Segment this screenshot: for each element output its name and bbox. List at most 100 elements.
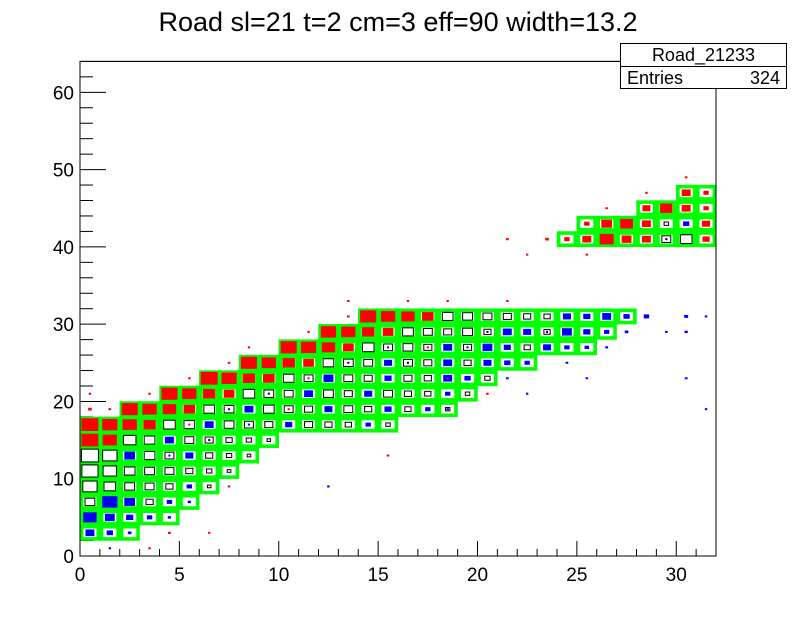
data-box [84, 497, 96, 507]
data-box [203, 404, 216, 414]
road-cell [417, 323, 438, 340]
data-box [361, 342, 375, 353]
data-box [422, 328, 433, 336]
y-axis-tick-label: 20 [53, 392, 74, 413]
data-point-box [128, 454, 131, 457]
road-cell [278, 370, 299, 387]
data-box [425, 407, 431, 412]
road-cell [318, 416, 339, 433]
road-cell [199, 401, 220, 418]
data-box [246, 453, 252, 458]
road-cell [695, 200, 717, 217]
road-cell [199, 463, 220, 479]
data-box [583, 329, 591, 335]
road-cell [437, 370, 458, 387]
road-cell [159, 463, 180, 479]
data-box [623, 314, 630, 319]
data-box [285, 421, 293, 428]
data-box [85, 529, 95, 537]
road-cell [99, 416, 120, 433]
data-point-box [148, 392, 151, 395]
road-cell [517, 323, 538, 340]
road-cell [179, 463, 200, 479]
data-box [200, 371, 218, 385]
data-point-box [704, 315, 708, 318]
road-cell [139, 493, 160, 510]
road-cell [179, 416, 200, 433]
data-point-box [684, 176, 688, 179]
stats-entries-row: Entries 324 [621, 67, 786, 89]
data-point-box [605, 346, 609, 349]
data-point-box [665, 238, 668, 241]
data-point-box [247, 346, 251, 349]
road-cell [199, 385, 220, 402]
data-point-box [624, 330, 629, 334]
road-cell [119, 493, 140, 510]
data-box [223, 389, 235, 398]
road-cell [238, 432, 260, 449]
data-point-box [505, 377, 509, 380]
road-cell [636, 231, 657, 248]
data-box [83, 512, 97, 523]
data-box [323, 374, 334, 382]
data-point-box [208, 439, 211, 442]
road-cell [278, 385, 299, 402]
road-cell [636, 215, 657, 232]
data-box [322, 358, 335, 368]
road-cell [218, 416, 240, 433]
data-box [483, 359, 492, 366]
data-box [206, 484, 212, 489]
data-box [225, 453, 233, 459]
data-box [582, 235, 592, 243]
stats-box: Road_21233 Entries 324 [620, 43, 787, 89]
road-cell [377, 354, 399, 371]
data-box [245, 437, 253, 443]
data-box [502, 312, 512, 320]
data-point-box [287, 408, 290, 411]
road-cell [218, 401, 240, 418]
road-cell [218, 447, 240, 464]
road-cell [338, 354, 359, 371]
data-box [166, 499, 173, 504]
data-box [81, 418, 99, 432]
data-box [183, 404, 196, 414]
data-point-box [664, 330, 668, 333]
data-box [384, 375, 392, 381]
road-cell [397, 323, 419, 340]
road-cell [119, 478, 140, 495]
road-cell [457, 339, 478, 356]
data-box [104, 513, 115, 522]
data-box [464, 391, 471, 396]
data-box [504, 360, 511, 366]
y-axis-tick-label: 60 [53, 83, 74, 104]
data-box [343, 374, 354, 383]
data-point-box [684, 330, 688, 334]
data-box [402, 327, 414, 337]
road-cell [576, 323, 597, 340]
road-cell [199, 447, 220, 464]
road-cell [358, 323, 379, 340]
data-point-box [486, 392, 489, 395]
road-cell [377, 416, 399, 433]
road-cell [179, 432, 200, 449]
road-cell [576, 231, 597, 248]
data-box [385, 422, 391, 427]
page-title: Road sl=21 t=2 cm=3 eff=90 width=13.2 [158, 7, 638, 37]
road-cell [477, 354, 498, 371]
data-point-box [684, 314, 689, 318]
road-cell [298, 370, 319, 387]
road-cell [119, 416, 140, 433]
road-cell [238, 370, 260, 387]
road-cell [238, 354, 260, 371]
road-cell [517, 308, 538, 325]
road-cell [457, 370, 478, 387]
road-cell [536, 323, 558, 340]
road-cell [258, 354, 279, 371]
road-cell [159, 416, 180, 433]
road-cell [278, 416, 299, 433]
road-cell [99, 447, 120, 464]
data-point-box [108, 408, 112, 411]
road-cell [139, 463, 160, 479]
road-cell [497, 308, 518, 325]
road-cell [318, 385, 339, 402]
